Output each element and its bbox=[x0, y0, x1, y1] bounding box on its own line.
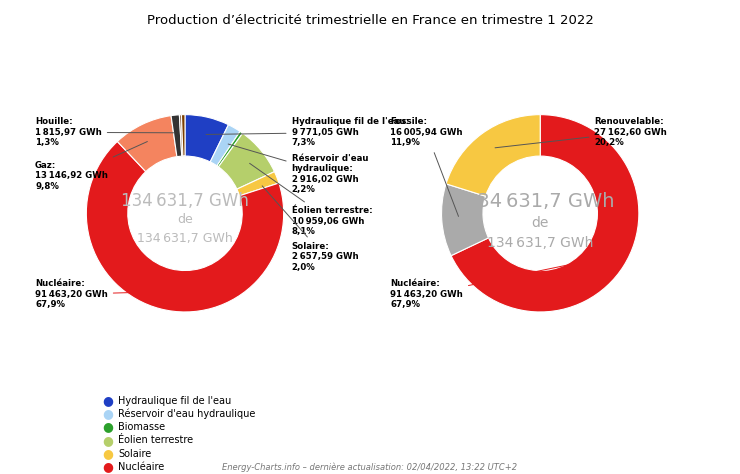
Text: de: de bbox=[177, 213, 193, 226]
Wedge shape bbox=[210, 125, 240, 166]
Text: Renouvelable:
27 162,60 GWh
20,2%: Renouvelable: 27 162,60 GWh 20,2% bbox=[495, 118, 667, 148]
Wedge shape bbox=[185, 115, 229, 162]
Text: Production d’électricité trimestrielle en France en trimestre 1 2022: Production d’électricité trimestrielle e… bbox=[147, 14, 593, 27]
Text: Réservoir d'eau
hydraulique:
2 916,02 GWh
2,2%: Réservoir d'eau hydraulique: 2 916,02 GW… bbox=[228, 144, 368, 194]
Text: Biomasse: Biomasse bbox=[118, 422, 166, 432]
Text: Nucléaire:
91 463,20 GWh
67,9%: Nucléaire: 91 463,20 GWh 67,9% bbox=[35, 279, 162, 309]
Text: ●: ● bbox=[102, 447, 112, 460]
Text: 134 631,7 GWh: 134 631,7 GWh bbox=[465, 192, 615, 211]
Wedge shape bbox=[179, 115, 183, 156]
Wedge shape bbox=[451, 115, 639, 312]
Text: Hydraulique fil de l'eau: Hydraulique fil de l'eau bbox=[118, 395, 232, 406]
Text: Éolien terrestre:
10 959,06 GWh
8,1%: Éolien terrestre: 10 959,06 GWh 8,1% bbox=[249, 164, 372, 236]
Text: Fossile:
16 005,94 GWh
11,9%: Fossile: 16 005,94 GWh 11,9% bbox=[390, 118, 462, 217]
Wedge shape bbox=[218, 133, 275, 189]
Wedge shape bbox=[237, 172, 279, 196]
Text: ●: ● bbox=[102, 460, 112, 474]
Text: Nucléaire:
91 463,20 GWh
67,9%: Nucléaire: 91 463,20 GWh 67,9% bbox=[390, 257, 606, 309]
Text: Hydraulique fil de l'eau:
9 771,05 GWh
7,3%: Hydraulique fil de l'eau: 9 771,05 GWh 7… bbox=[206, 118, 408, 147]
Wedge shape bbox=[217, 131, 243, 167]
Text: Nucléaire: Nucléaire bbox=[118, 462, 165, 472]
Text: Éolien terrestre: Éolien terrestre bbox=[118, 435, 194, 446]
Text: Réservoir d'eau hydraulique: Réservoir d'eau hydraulique bbox=[118, 409, 256, 419]
Text: de: de bbox=[531, 216, 549, 230]
Text: 134 631,7 GWh: 134 631,7 GWh bbox=[121, 192, 249, 210]
Text: 134 631,7 GWh: 134 631,7 GWh bbox=[137, 232, 233, 246]
Text: Solaire:
2 657,59 GWh
2,0%: Solaire: 2 657,59 GWh 2,0% bbox=[262, 186, 358, 272]
Text: Gaz:
13 146,92 GWh
9,8%: Gaz: 13 146,92 GWh 9,8% bbox=[35, 142, 147, 191]
Wedge shape bbox=[442, 184, 488, 255]
Text: Energy-Charts.info – dernière actualisation: 02/04/2022, 13:22 UTC+2: Energy-Charts.info – dernière actualisat… bbox=[223, 462, 517, 472]
Wedge shape bbox=[118, 116, 177, 172]
Text: ●: ● bbox=[102, 434, 112, 447]
Text: ●: ● bbox=[102, 394, 112, 407]
Wedge shape bbox=[446, 115, 540, 196]
Text: ●: ● bbox=[102, 407, 112, 420]
Wedge shape bbox=[171, 115, 182, 156]
Wedge shape bbox=[87, 141, 283, 312]
Text: ●: ● bbox=[102, 420, 112, 434]
Text: 134 631,7 GWh: 134 631,7 GWh bbox=[487, 236, 593, 250]
Wedge shape bbox=[181, 115, 185, 156]
Text: Houille:
1 815,97 GWh
1,3%: Houille: 1 815,97 GWh 1,3% bbox=[35, 118, 174, 147]
Text: Solaire: Solaire bbox=[118, 448, 152, 459]
